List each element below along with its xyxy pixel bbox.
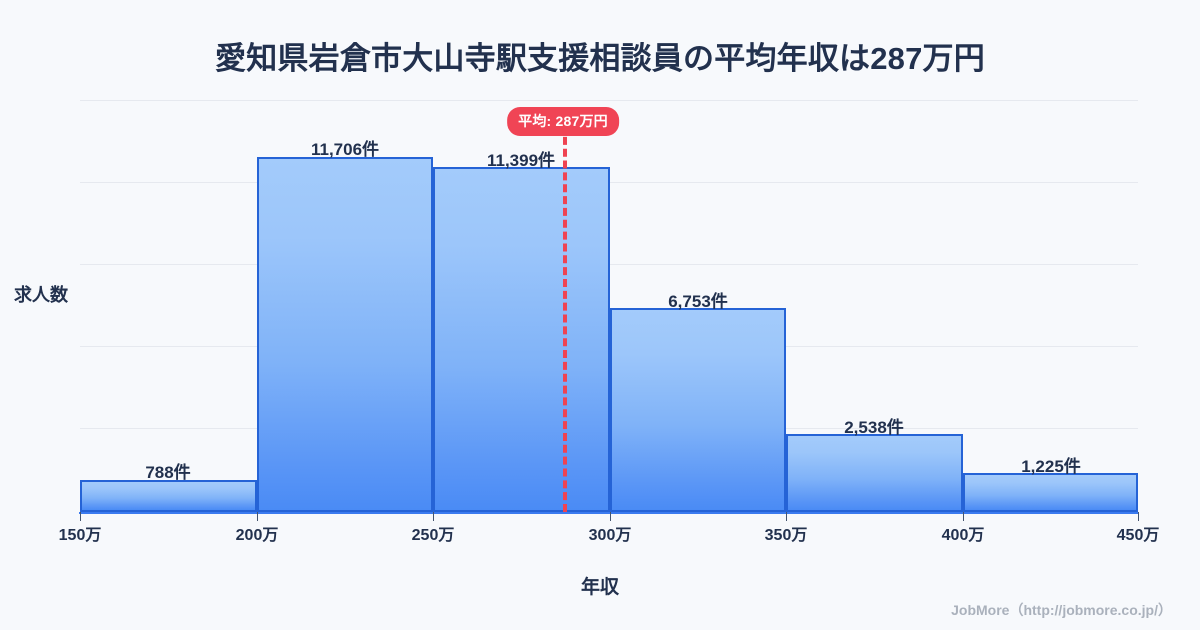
bar-300-350[interactable] (610, 308, 786, 512)
axis-baseline (79, 512, 1139, 514)
bar-value-label: 788件 (145, 463, 191, 482)
average-badge: 平均: 287万円 (507, 107, 619, 136)
bar-250-300[interactable] (433, 167, 610, 512)
bar-150-200[interactable] (80, 480, 257, 512)
bar-value-label: 6,753件 (668, 292, 728, 311)
average-line (563, 125, 567, 512)
x-tick-label: 250万 (411, 527, 455, 544)
x-tick-label: 350万 (764, 527, 808, 544)
x-tick (433, 512, 434, 521)
x-axis-title: 年収 (580, 577, 619, 598)
x-tick (257, 512, 258, 521)
plot-area: 788件 11,706件 11,399件 6,753件 2,538件 1,225… (79, 95, 1139, 514)
bar-400-450[interactable] (963, 473, 1138, 512)
x-tick (963, 512, 964, 521)
x-tick-label: 150万 (58, 527, 102, 544)
bar-value-label: 11,706件 (310, 140, 380, 159)
x-tick (786, 512, 787, 521)
x-tick (1138, 512, 1139, 521)
bar-value-label: 11,399件 (486, 151, 556, 170)
watermark-credit: JobMore（http://jobmore.co.jp/） (951, 602, 1172, 618)
x-tick-label: 450万 (1116, 527, 1160, 544)
bar-value-label: 2,538件 (844, 418, 904, 437)
bar-200-250[interactable] (257, 157, 433, 512)
x-tick-label: 200万 (235, 527, 279, 544)
x-tick (80, 512, 81, 521)
bar-value-label: 1,225件 (1021, 457, 1081, 476)
y-axis-title: 求人数 (14, 285, 68, 305)
x-tick-label: 300万 (588, 527, 632, 544)
gridline (80, 100, 1138, 101)
bar-350-400[interactable] (786, 434, 963, 512)
x-tick (610, 512, 611, 521)
page-title: 愛知県岩倉市大山寺駅支援相談員の平均年収は287万円 (215, 41, 985, 76)
x-tick-label: 400万 (941, 527, 985, 544)
